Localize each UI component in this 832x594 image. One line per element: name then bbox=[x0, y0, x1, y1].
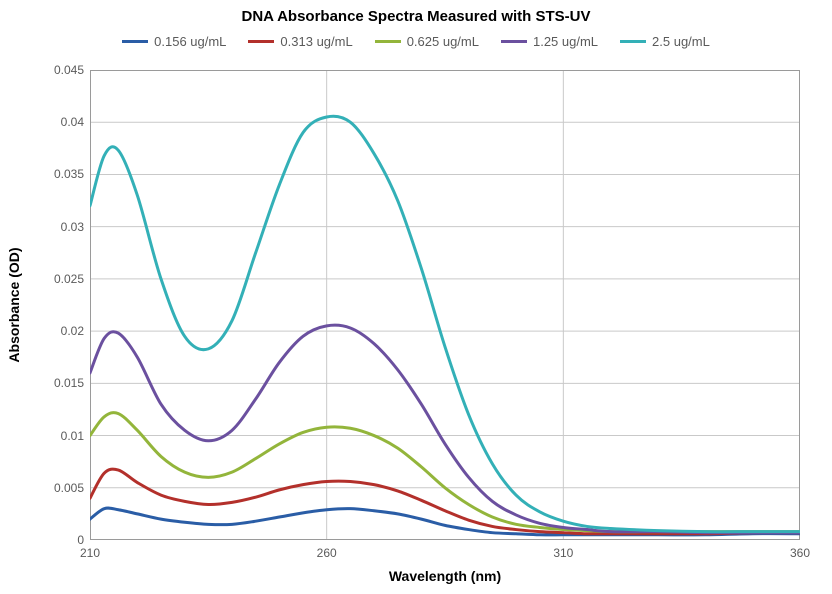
chart-svg bbox=[90, 70, 800, 540]
y-tick-label: 0.045 bbox=[24, 63, 84, 77]
legend-label: 1.25 ug/mL bbox=[533, 34, 598, 49]
legend-swatch bbox=[620, 40, 646, 43]
series-line bbox=[90, 116, 800, 532]
y-tick-label: 0.005 bbox=[24, 481, 84, 495]
series-line bbox=[90, 325, 800, 533]
legend-label: 0.156 ug/mL bbox=[154, 34, 226, 49]
x-tick-label: 260 bbox=[317, 546, 337, 560]
y-tick-label: 0 bbox=[24, 533, 84, 547]
legend-label: 2.5 ug/mL bbox=[652, 34, 710, 49]
x-tick-label: 210 bbox=[80, 546, 100, 560]
legend-swatch bbox=[375, 40, 401, 43]
legend-swatch bbox=[248, 40, 274, 43]
legend-item: 0.313 ug/mL bbox=[248, 34, 352, 49]
chart-title: DNA Absorbance Spectra Measured with STS… bbox=[0, 8, 832, 25]
legend-label: 0.625 ug/mL bbox=[407, 34, 479, 49]
y-tick-label: 0.015 bbox=[24, 376, 84, 390]
legend-swatch bbox=[122, 40, 148, 43]
y-tick-label: 0.02 bbox=[24, 324, 84, 338]
legend-item: 2.5 ug/mL bbox=[620, 34, 710, 49]
legend-label: 0.313 ug/mL bbox=[280, 34, 352, 49]
x-axis-label: Wavelength (nm) bbox=[90, 568, 800, 584]
y-axis-label: Absorbance (OD) bbox=[6, 247, 22, 362]
legend-item: 1.25 ug/mL bbox=[501, 34, 598, 49]
y-tick-label: 0.035 bbox=[24, 167, 84, 181]
legend-item: 0.156 ug/mL bbox=[122, 34, 226, 49]
plot-area bbox=[90, 70, 800, 540]
y-tick-label: 0.04 bbox=[24, 115, 84, 129]
legend-item: 0.625 ug/mL bbox=[375, 34, 479, 49]
y-tick-label: 0.03 bbox=[24, 220, 84, 234]
legend: 0.156 ug/mL 0.313 ug/mL 0.625 ug/mL 1.25 ug… bbox=[0, 34, 832, 49]
legend-swatch bbox=[501, 40, 527, 43]
x-tick-label: 310 bbox=[553, 546, 573, 560]
x-tick-label: 360 bbox=[790, 546, 810, 560]
series-line bbox=[90, 413, 800, 532]
y-tick-label: 0.025 bbox=[24, 272, 84, 286]
y-tick-label: 0.01 bbox=[24, 429, 84, 443]
